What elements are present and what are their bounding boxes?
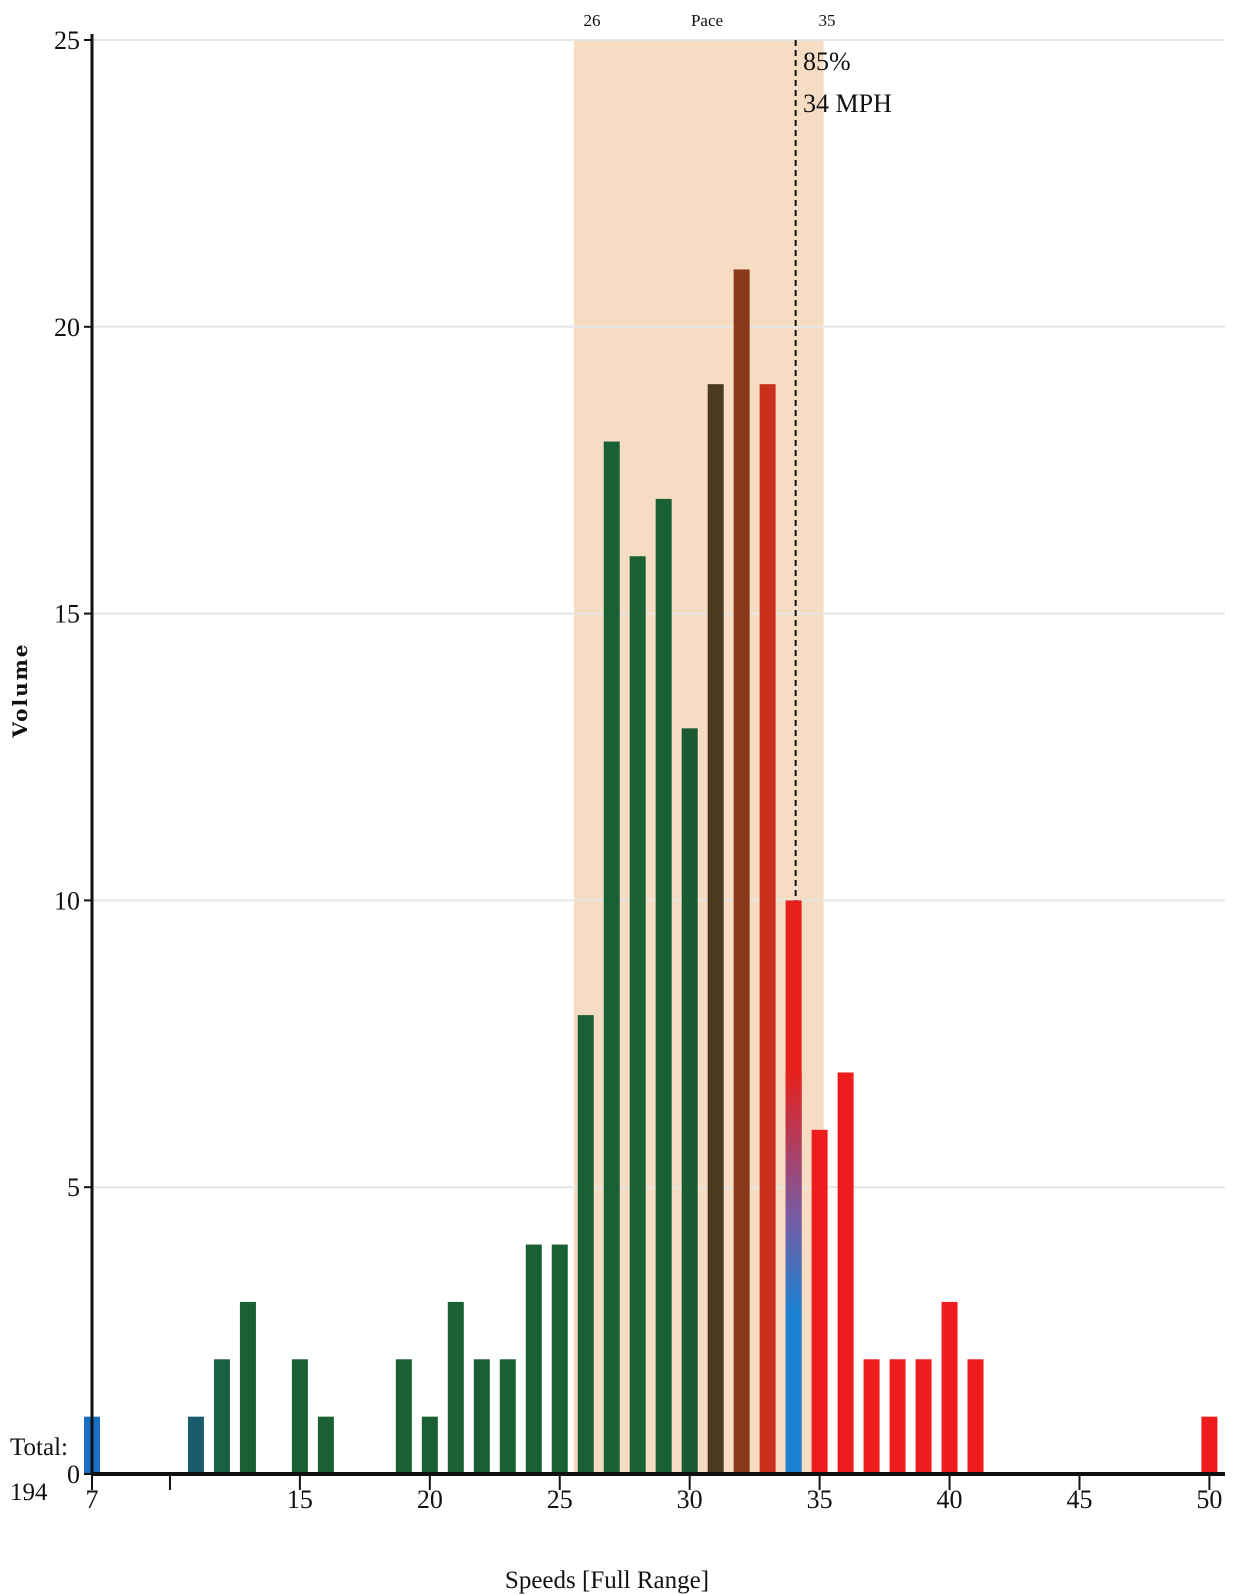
bar <box>291 1359 308 1474</box>
bars <box>84 269 1218 1475</box>
labels: 0 5 10 15 20 25 7 15 20 25 30 35 40 45 50 <box>54 26 1222 1514</box>
percentile-label: 85% <box>803 47 851 76</box>
bar <box>213 1359 230 1474</box>
bar <box>707 384 724 1474</box>
bar <box>759 384 776 1474</box>
x-tick-label: 50 <box>1196 1485 1222 1514</box>
bar <box>1201 1416 1218 1474</box>
bar <box>551 1244 568 1474</box>
pace-label: Pace <box>691 11 723 30</box>
pace-start-label: 26 <box>584 11 601 30</box>
bar <box>915 1359 932 1474</box>
x-tick-label: 15 <box>287 1485 313 1514</box>
y-axis-title: Volume <box>8 642 32 738</box>
x-tick-label: 25 <box>547 1485 573 1514</box>
y-tick-label: 10 <box>54 886 80 915</box>
axes <box>84 34 1225 1490</box>
bar <box>889 1359 906 1474</box>
bar <box>421 1416 438 1474</box>
y-tick-label: 20 <box>54 313 80 342</box>
bar-segment <box>785 1072 802 1474</box>
bar <box>733 269 750 1475</box>
x-tick-label: 40 <box>937 1485 963 1514</box>
percentile-speed-label: 34 MPH <box>803 89 892 118</box>
bar <box>317 1416 334 1474</box>
y-tick-label: 0 <box>67 1460 80 1489</box>
bar <box>967 1359 984 1474</box>
bar <box>473 1359 490 1474</box>
bar <box>447 1301 464 1474</box>
x-axis-title: Speeds [Full Range] <box>505 1567 709 1594</box>
x-tick-label: 7 <box>86 1485 99 1514</box>
bar <box>811 1129 828 1474</box>
bar <box>837 1072 854 1474</box>
x-tick-label: 30 <box>677 1485 703 1514</box>
bar <box>577 1015 594 1474</box>
y-tick-label: 5 <box>67 1173 80 1202</box>
x-tick-label: 20 <box>417 1485 443 1514</box>
x-tick-label: 35 <box>807 1485 833 1514</box>
bar <box>941 1301 958 1474</box>
bar <box>395 1359 412 1474</box>
bar <box>863 1359 880 1474</box>
bar <box>499 1359 516 1474</box>
y-tick-label: 15 <box>54 600 80 629</box>
x-tick-label: 45 <box>1066 1485 1092 1514</box>
y-tick-label: 25 <box>54 26 80 55</box>
bar <box>681 728 698 1474</box>
bar <box>629 556 646 1474</box>
total-label: Total: <box>10 1434 68 1461</box>
bar <box>187 1416 204 1474</box>
bar <box>603 441 620 1474</box>
bar <box>525 1244 542 1474</box>
total-value: 194 <box>10 1479 48 1506</box>
pace-end-label: 35 <box>819 11 836 30</box>
bar <box>655 498 672 1474</box>
bar <box>239 1301 256 1474</box>
